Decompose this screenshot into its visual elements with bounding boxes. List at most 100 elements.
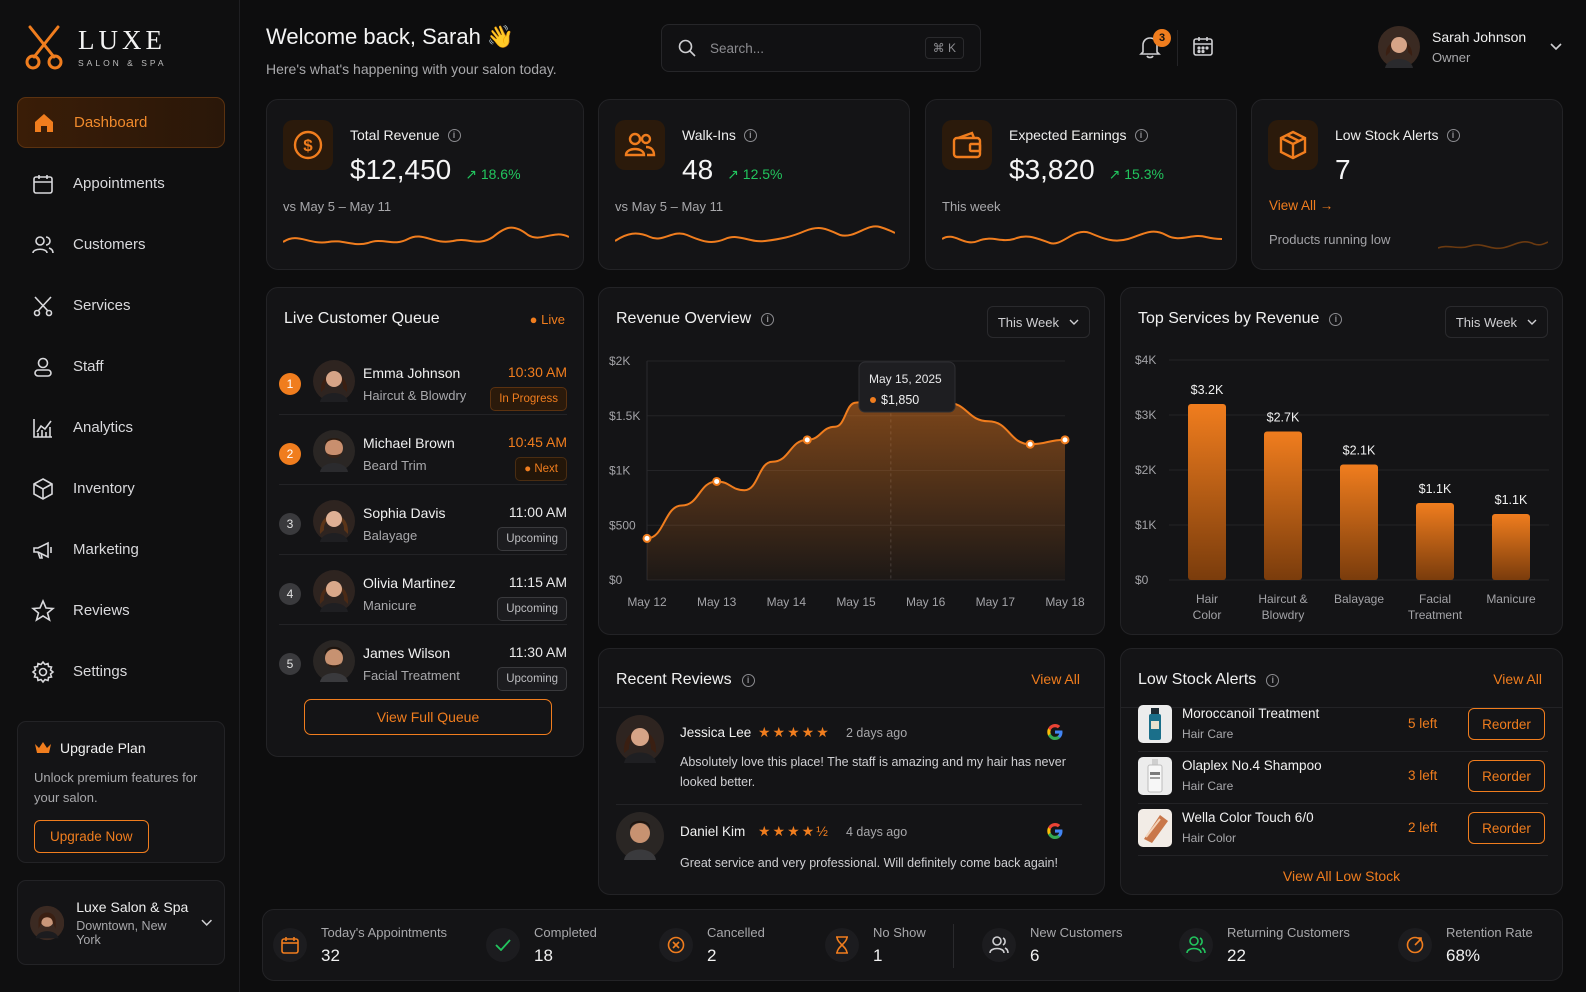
kpi-value-row: 7 xyxy=(1335,154,1351,186)
info-icon[interactable]: i xyxy=(447,128,461,142)
search-bar[interactable]: ⌘ K xyxy=(661,24,981,72)
sidebar-item-dashboard[interactable]: Dashboard xyxy=(17,97,225,148)
low-stock-view-all-link[interactable]: View All → xyxy=(1269,198,1334,213)
queue-row[interactable]: 5 James Wilson Facial Treatment 11:30 AM… xyxy=(279,627,567,695)
divider xyxy=(599,707,1104,708)
kpi-card-low-stock[interactable]: Low Stock Alerts i 7 View All → Products … xyxy=(1251,99,1563,270)
kpi-title-row: Expected Earnings i xyxy=(1009,127,1148,143)
info-icon[interactable]: i xyxy=(1266,673,1280,687)
target-icon xyxy=(1406,936,1424,954)
info-icon[interactable]: i xyxy=(761,312,775,326)
upgrade-title-row: Upgrade Plan xyxy=(34,740,208,756)
view-all-low-stock-link[interactable]: View All Low Stock xyxy=(1282,868,1401,884)
notification-badge: 3 xyxy=(1153,29,1171,47)
reorder-button[interactable]: Reorder xyxy=(1468,812,1545,844)
reorder-button[interactable]: Reorder xyxy=(1468,708,1545,740)
low-stock-panel: Low Stock Alerts i View All Moroccanoil T… xyxy=(1120,648,1563,895)
info-icon[interactable]: i xyxy=(1329,312,1343,326)
queue-row[interactable]: 2 Michael Brown Beard Trim 10:45 AM ● Ne… xyxy=(279,417,567,485)
queue-row[interactable]: 4 Olivia Martinez Manicure 11:15 AM Upco… xyxy=(279,557,567,625)
cancel-icon xyxy=(667,936,685,954)
user-info: Sarah Johnson Owner xyxy=(1432,29,1526,65)
stat-retention-rate: Retention Rate 68% xyxy=(1398,910,1533,980)
calendar-icon xyxy=(281,937,299,954)
kpi-card-expected-earnings[interactable]: Expected Earnings i $3,820 ↗ 15.3% This we… xyxy=(925,99,1237,270)
rating-stars: ★★★★★ xyxy=(758,724,831,740)
reorder-button[interactable]: Reorder xyxy=(1468,760,1545,792)
scissors-logo-icon xyxy=(25,25,63,70)
info-icon[interactable]: i xyxy=(1446,128,1460,142)
kpi-trend: ↗ 12.5% xyxy=(727,166,783,182)
hourglass-icon xyxy=(836,936,848,954)
svg-text:$: $ xyxy=(303,136,313,155)
sidebar-item-staff[interactable]: Staff xyxy=(17,341,225,392)
sidebar-item-analytics[interactable]: Analytics xyxy=(17,402,225,453)
services-period-select[interactable]: This Week xyxy=(1444,306,1548,338)
recent-reviews-panel: Recent Reviews i View All Jessica Lee ★★★… xyxy=(598,648,1105,895)
sidebar-item-reviews[interactable]: Reviews xyxy=(17,585,225,636)
sidebar-item-marketing[interactable]: Marketing xyxy=(17,524,225,575)
upgrade-now-button[interactable]: Upgrade Now xyxy=(34,820,149,853)
user-menu[interactable]: Sarah Johnson Owner xyxy=(1378,26,1562,68)
chevron-down-icon xyxy=(1550,43,1562,51)
kpi-title-row: Low Stock Alerts i xyxy=(1335,127,1460,143)
home-icon xyxy=(35,113,53,132)
user-name: Sarah Johnson xyxy=(1432,29,1527,45)
box-icon xyxy=(33,477,53,500)
sidebar-item-label: Staff xyxy=(73,358,104,375)
review-age: 4 days ago xyxy=(846,825,908,839)
brand-logo[interactable]: LUXE SALON & SPA xyxy=(24,24,167,70)
queue-row[interactable]: 3 Sophia Davis Balayage 11:00 AM Upcomin… xyxy=(279,487,567,555)
stat-label: Today's Appointments xyxy=(321,924,448,940)
sidebar-item-customers[interactable]: Customers xyxy=(17,219,225,270)
x-tick-label: May 18 xyxy=(1045,595,1085,609)
kpi-value-row: 48 ↗ 12.5% xyxy=(682,154,782,186)
lowstock-view-all-link[interactable]: View All xyxy=(1493,671,1542,687)
search-shortcut: ⌘ K xyxy=(924,37,964,59)
sidebar-item-appointments[interactable]: Appointments xyxy=(17,158,225,209)
star-icon xyxy=(31,598,55,622)
kpi-card-total-revenue[interactable]: $ Total Revenue i $12,450 ↗ 18.6% vs May 5… xyxy=(266,99,584,270)
avatar xyxy=(313,360,355,402)
info-icon[interactable]: i xyxy=(741,673,755,687)
review-text: Absolutely love this place! The staff is… xyxy=(680,755,1066,789)
salon-location: Downtown, New York xyxy=(76,918,167,947)
y-tick-label: $3K xyxy=(1135,408,1156,422)
tooltip-value: $1,850 xyxy=(881,393,919,407)
kpi-icon-wrap: $ xyxy=(283,120,333,170)
bar xyxy=(1264,431,1302,580)
tooltip-date: May 15, 2025 xyxy=(869,372,942,386)
user-icon xyxy=(34,357,52,377)
salon-switcher[interactable]: Luxe Salon & Spa Downtown, New York xyxy=(17,880,225,965)
stat-label: Cancelled xyxy=(707,924,765,940)
chevron-down-icon xyxy=(201,919,212,926)
sidebar-item-label: Services xyxy=(73,297,131,314)
kpi-card-walk-ins[interactable]: Walk-Ins i 48 ↗ 12.5% vs May 5 – May 11 xyxy=(598,99,910,270)
sidebar-item-inventory[interactable]: Inventory xyxy=(17,463,225,514)
queue-number: 2 xyxy=(279,443,301,465)
kpi-title-row: Walk-Ins i xyxy=(682,127,757,143)
info-icon[interactable]: i xyxy=(743,128,757,142)
queue-row[interactable]: 1 Emma Johnson Haircut & Blowdry 10:30 A… xyxy=(279,347,567,415)
calendar-icon[interactable] xyxy=(1193,36,1213,56)
reviews-view-all-link[interactable]: View All xyxy=(1031,671,1080,687)
view-full-queue-button[interactable]: View Full Queue xyxy=(304,699,552,735)
queue-time: 11:30 AM xyxy=(508,644,567,660)
stat-icon-wrap xyxy=(825,928,859,962)
sidebar-item-services[interactable]: Services xyxy=(17,280,225,331)
sidebar: LUXE SALON & SPA Dashboard Appointments … xyxy=(0,0,240,992)
gear-icon xyxy=(31,660,55,683)
product-name: Moroccanoil Treatment xyxy=(1182,706,1320,721)
queue-service: Haircut & Blowdry xyxy=(363,388,467,403)
kpi-value-row: $12,450 ↗ 18.6% xyxy=(350,154,521,186)
search-input[interactable] xyxy=(710,40,911,56)
x-tick-label: May 12 xyxy=(627,595,667,609)
top-services-panel: Top Services by Revenue i This Week $0 $1K… xyxy=(1120,287,1563,635)
upgrade-title: Upgrade Plan xyxy=(60,740,146,756)
sidebar-item-settings[interactable]: Settings xyxy=(17,646,225,697)
queue-customer-name: James Wilson xyxy=(363,645,451,661)
stock-remaining: 2 left xyxy=(1408,820,1438,835)
info-icon[interactable]: i xyxy=(1134,128,1148,142)
revenue-period-select[interactable]: This Week xyxy=(986,306,1090,338)
review-text: Great service and very professional. Wil… xyxy=(680,856,1058,870)
